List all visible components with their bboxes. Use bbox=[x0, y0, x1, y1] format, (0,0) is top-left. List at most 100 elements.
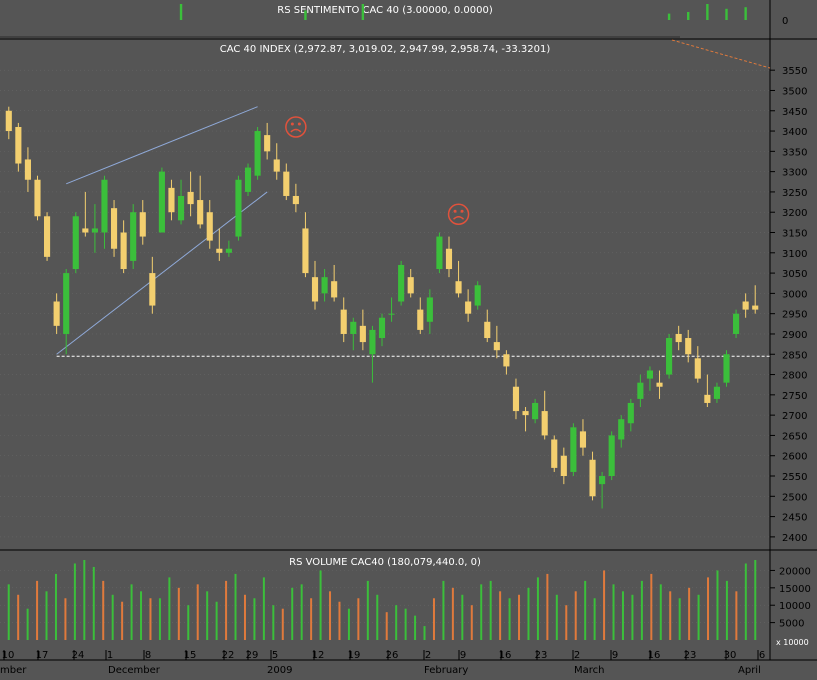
candle-body bbox=[197, 200, 204, 225]
sentiment-trend-line bbox=[671, 39, 771, 69]
candle-body bbox=[436, 236, 443, 270]
sad-face-icon bbox=[285, 116, 307, 138]
candle-body bbox=[570, 427, 577, 472]
candle-body bbox=[474, 285, 481, 306]
x-day-label: 19 bbox=[348, 650, 361, 661]
volume-bar bbox=[262, 577, 265, 640]
candle-body bbox=[254, 131, 261, 176]
candle-body bbox=[101, 179, 108, 233]
sentiment-bar bbox=[361, 4, 365, 20]
volume-bar bbox=[121, 601, 124, 640]
volume-title: RS VOLUME CAC40 (180,079,440.0, 0) bbox=[289, 557, 481, 568]
volume-bar bbox=[423, 626, 426, 640]
sad-face-outline bbox=[447, 203, 470, 225]
sentiment-layer bbox=[0, 4, 771, 69]
candle-body bbox=[53, 301, 60, 326]
volume-bar bbox=[338, 601, 341, 640]
x-day-label: 9 bbox=[612, 650, 618, 661]
volume-bar bbox=[754, 560, 757, 640]
candle-body bbox=[704, 394, 711, 403]
candle-body bbox=[637, 382, 644, 399]
volume-bar bbox=[555, 594, 558, 640]
candle-body bbox=[551, 439, 558, 468]
x-day-label: 24 bbox=[72, 650, 85, 661]
price-tick-label: 3000 bbox=[782, 289, 807, 300]
candle-body bbox=[426, 297, 433, 322]
x-day-label: 17 bbox=[36, 650, 49, 661]
x-month-label: April bbox=[738, 665, 761, 676]
candle-body bbox=[713, 386, 720, 399]
volume-bar bbox=[347, 608, 350, 640]
upper-trend-line bbox=[66, 106, 258, 185]
volume-bar bbox=[650, 573, 653, 640]
volume-bar bbox=[461, 594, 464, 640]
candle-body bbox=[225, 248, 232, 253]
candle-body bbox=[187, 191, 194, 205]
volume-bar bbox=[688, 587, 691, 640]
candle-body bbox=[82, 228, 89, 233]
x-day-label: 9 bbox=[460, 650, 466, 661]
price-tick-label: 3400 bbox=[782, 127, 807, 138]
x-day-label: 23 bbox=[535, 650, 548, 661]
x-day-label: 5 bbox=[272, 650, 278, 661]
volume-bar bbox=[565, 605, 568, 640]
x-day-label: 1 bbox=[107, 650, 113, 661]
candle-body bbox=[398, 264, 405, 302]
candle-body bbox=[235, 179, 242, 237]
volume-bar bbox=[177, 587, 180, 640]
candle-body bbox=[292, 195, 299, 205]
sentiment-bar bbox=[667, 13, 671, 20]
volume-bar bbox=[603, 570, 606, 640]
x-month-label: March bbox=[574, 665, 604, 676]
candle-body bbox=[91, 228, 98, 233]
candle-body bbox=[331, 281, 338, 298]
axis-layer: 2400245025002550260026502700275028002850… bbox=[0, 16, 811, 676]
volume-bar bbox=[83, 560, 86, 640]
candle-body bbox=[311, 277, 319, 302]
candle-body bbox=[321, 277, 328, 294]
volume-bar bbox=[470, 605, 473, 640]
candle-body bbox=[340, 309, 347, 334]
volume-bar bbox=[300, 584, 303, 640]
price-tick-label: 2650 bbox=[782, 431, 807, 442]
volume-bar bbox=[140, 591, 143, 640]
volume-bar bbox=[111, 594, 114, 640]
volume-bar bbox=[395, 605, 398, 640]
price-tick-label: 2700 bbox=[782, 411, 807, 422]
volume-bar bbox=[451, 587, 454, 640]
candle-body bbox=[63, 273, 70, 334]
volume-bar bbox=[54, 573, 57, 640]
volume-bar bbox=[584, 580, 587, 640]
candle-body bbox=[532, 402, 539, 420]
candle-body bbox=[733, 313, 740, 334]
x-day-label: 10 bbox=[2, 650, 15, 661]
x-month-label: February bbox=[424, 665, 468, 676]
sad-face-eye bbox=[290, 122, 294, 126]
volume-bar bbox=[480, 584, 483, 640]
candle-body bbox=[503, 354, 510, 367]
candle-body bbox=[752, 305, 759, 310]
candle-body bbox=[646, 370, 654, 379]
candle-body bbox=[493, 342, 500, 351]
price-tick-label: 2900 bbox=[782, 330, 807, 341]
sad-face-eye bbox=[453, 209, 457, 213]
sentiment-bar bbox=[725, 8, 728, 20]
volume-bar bbox=[366, 580, 369, 640]
volume-bar bbox=[669, 591, 672, 640]
volume-bar bbox=[385, 612, 388, 640]
volume-bar bbox=[102, 580, 105, 640]
lower-trend-line bbox=[56, 191, 268, 355]
candle-body bbox=[656, 382, 663, 387]
volume-tick-label: 20000 bbox=[779, 566, 811, 577]
volume-bar bbox=[26, 608, 29, 640]
price-layer bbox=[5, 106, 770, 509]
volume-bar bbox=[404, 608, 407, 640]
x-month-label: December bbox=[108, 665, 161, 676]
candle-body bbox=[216, 248, 223, 253]
price-tick-label: 3100 bbox=[782, 249, 807, 260]
sad-face-mouth bbox=[290, 128, 302, 133]
price-tick-label: 3200 bbox=[782, 208, 807, 219]
price-tick-label: 3450 bbox=[782, 107, 807, 118]
candle-body bbox=[369, 329, 376, 355]
